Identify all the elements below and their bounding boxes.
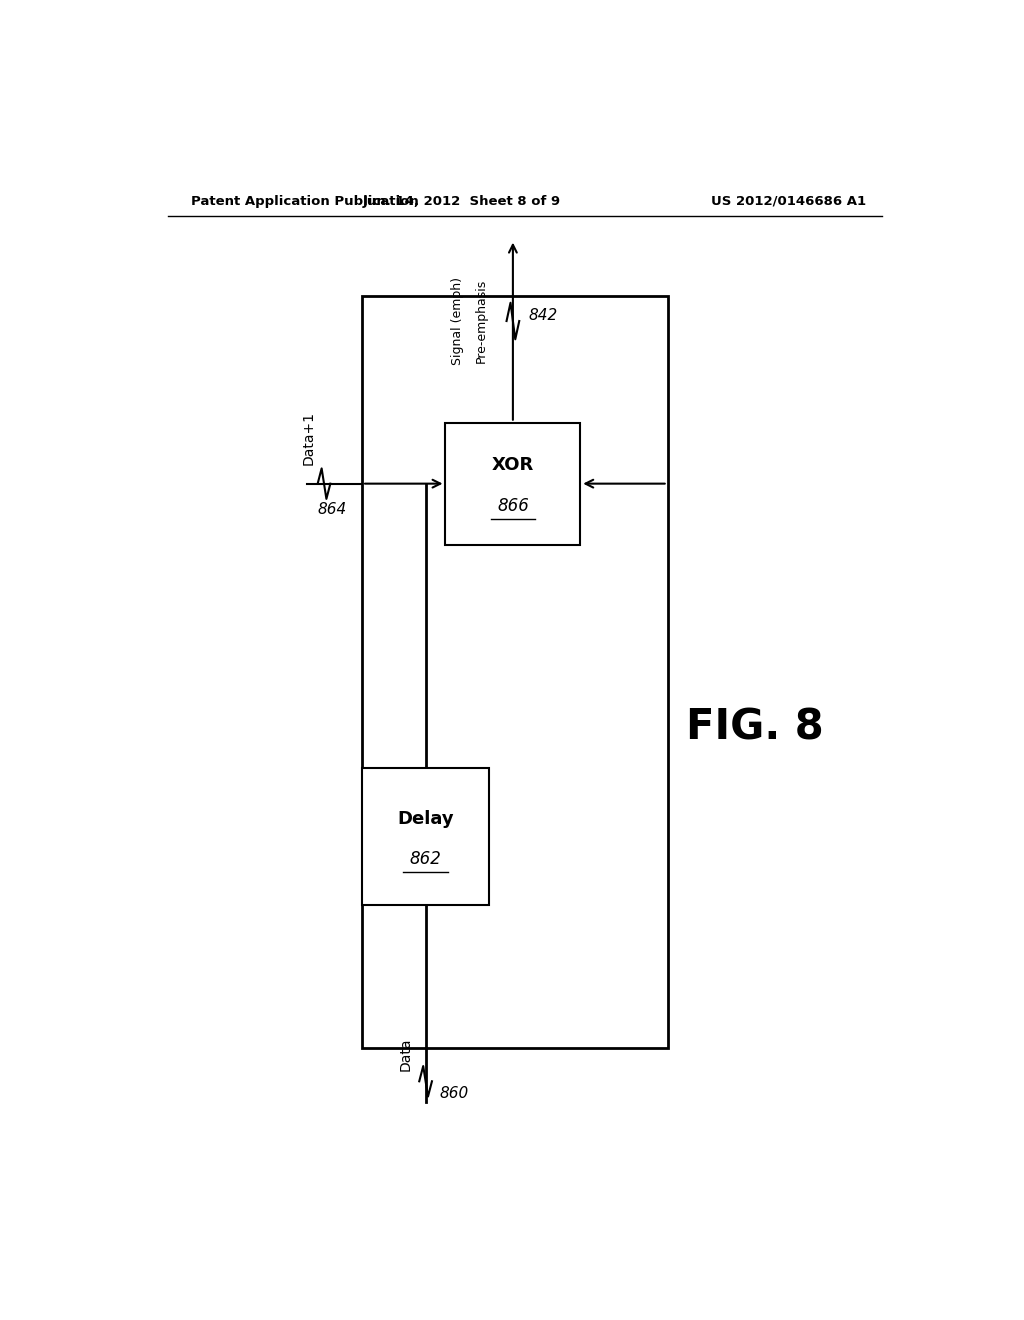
Bar xyxy=(362,768,489,906)
Text: XOR: XOR xyxy=(492,457,535,474)
Text: Pre-emphasis: Pre-emphasis xyxy=(475,279,487,363)
Text: Signal (emph): Signal (emph) xyxy=(451,277,464,366)
Text: Delay: Delay xyxy=(397,809,454,828)
Text: 860: 860 xyxy=(440,1086,469,1101)
Text: 862: 862 xyxy=(410,850,441,869)
Text: 866: 866 xyxy=(497,498,528,515)
Text: Data: Data xyxy=(398,1038,413,1071)
Text: 842: 842 xyxy=(528,309,558,323)
Text: US 2012/0146686 A1: US 2012/0146686 A1 xyxy=(711,194,866,207)
Bar xyxy=(445,422,581,545)
Text: 864: 864 xyxy=(317,502,346,517)
Text: Data+1: Data+1 xyxy=(302,412,316,466)
Bar xyxy=(362,296,668,1048)
Text: Patent Application Publication: Patent Application Publication xyxy=(191,194,419,207)
Text: FIG. 8: FIG. 8 xyxy=(686,706,824,748)
Text: Jun. 14, 2012  Sheet 8 of 9: Jun. 14, 2012 Sheet 8 of 9 xyxy=(362,194,560,207)
